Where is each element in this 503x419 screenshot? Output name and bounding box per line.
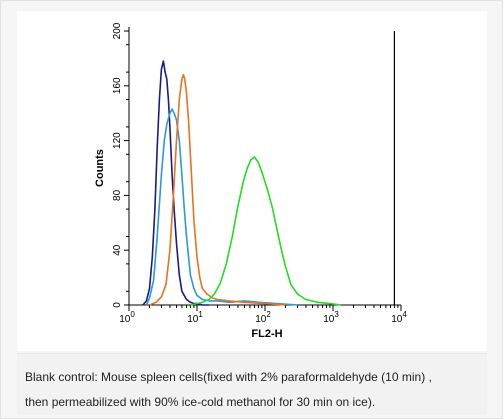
x-tick-label: 102 xyxy=(255,310,271,325)
series-4-line xyxy=(190,156,341,306)
caption-line-1: Blank control: Mouse spleen cells(fixed … xyxy=(25,370,432,384)
figure-caption: Blank control: Mouse spleen cells(fixed … xyxy=(17,353,487,415)
y-tick-label: 160 xyxy=(112,77,123,94)
caption-line-2: then permeabilized with 90% ice-cold met… xyxy=(25,395,376,409)
y-tick-label: 120 xyxy=(112,132,123,149)
y-axis-label: Counts xyxy=(94,149,106,187)
y-tick-label: 0 xyxy=(112,302,123,308)
x-axis-label: FL2-H xyxy=(251,328,282,340)
y-tick-label: 200 xyxy=(112,22,123,39)
y-tick-label: 40 xyxy=(112,244,123,256)
chart-panel: 0 40 80 120 160 200 100 101 102 103 104 Counts FL2… xyxy=(17,11,487,351)
y-tick-label: 80 xyxy=(112,189,123,201)
x-tick-label: 103 xyxy=(323,310,339,325)
x-tick-label: 104 xyxy=(391,310,407,325)
x-tick-label: 100 xyxy=(119,310,135,325)
x-tick-label: 101 xyxy=(187,310,203,325)
axes: 0 40 80 120 160 200 100 101 102 103 104 xyxy=(112,22,407,325)
series-layer xyxy=(142,60,341,306)
histogram-chart: 0 40 80 120 160 200 100 101 102 103 104 Counts FL2… xyxy=(94,22,407,340)
series-3-line xyxy=(149,73,286,306)
series-2-line xyxy=(145,108,298,306)
